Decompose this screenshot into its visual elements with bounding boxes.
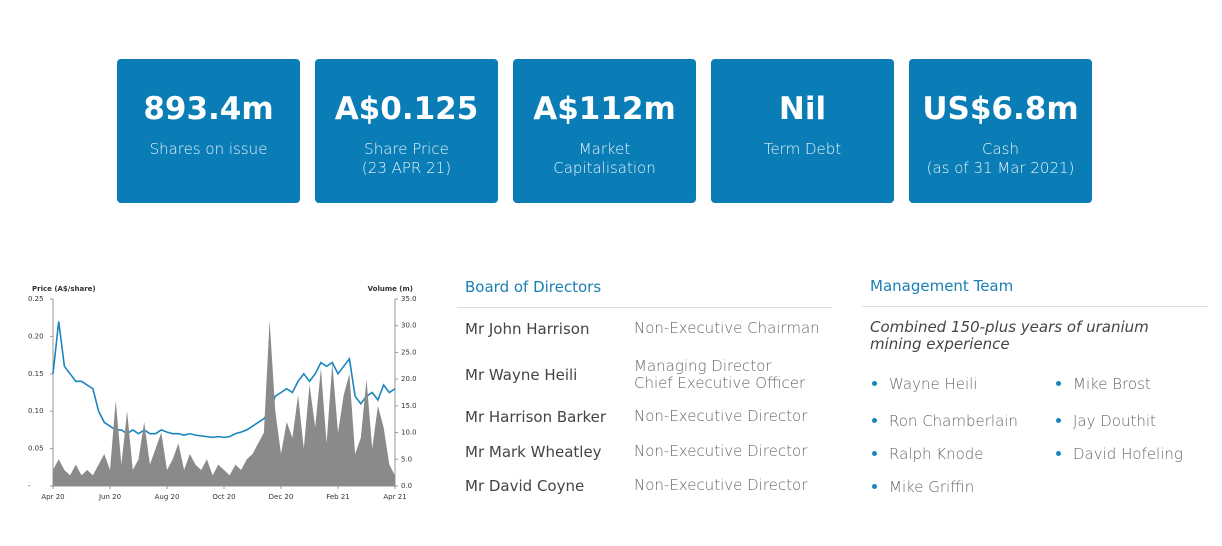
volume-area bbox=[53, 320, 395, 486]
member-name: Mr Mark Wheatley bbox=[465, 443, 602, 461]
member-role: Chief Executive Officer bbox=[634, 373, 806, 392]
x-tick-label: Feb 21 bbox=[326, 493, 350, 501]
bullet bbox=[1056, 418, 1061, 423]
divider bbox=[862, 306, 1208, 307]
member-role: Managing Director bbox=[634, 356, 772, 375]
y2-tick-label: 30.0 bbox=[401, 322, 416, 330]
stat-label: Capitalisation bbox=[553, 159, 656, 177]
y-tick-label: 0.25 bbox=[28, 295, 44, 303]
member-name: Mr John Harrison bbox=[465, 320, 590, 338]
management-title: Management Team bbox=[870, 277, 1014, 295]
stat-value: US$6.8m bbox=[922, 91, 1079, 127]
price-line bbox=[52, 321, 396, 439]
y2-tick-label: 35.0 bbox=[401, 295, 416, 303]
stat-card: A$112m Market Capitalisation bbox=[513, 59, 696, 203]
stat-card: Nil Term Debt bbox=[711, 59, 894, 203]
stat-value: A$112m bbox=[533, 91, 676, 127]
member-name: Mr David Coyne bbox=[465, 477, 585, 495]
y-axis-title: Price (A$/share) bbox=[32, 285, 96, 293]
y2-tick-label: 0.0 bbox=[401, 482, 412, 490]
member-name: Mr Harrison Barker bbox=[465, 408, 607, 426]
team-member: Mike Griffin bbox=[889, 478, 975, 496]
board-title: Board of Directors bbox=[465, 278, 602, 296]
team-member: Jay Douthit bbox=[1073, 412, 1156, 430]
stat-value: Nil bbox=[778, 91, 827, 127]
management-subtitle: Combined 150-plus years of uranium minin… bbox=[870, 318, 1149, 353]
x-tick-label: Apr 21 bbox=[383, 493, 406, 501]
divider bbox=[457, 307, 832, 308]
stat-value: A$0.125 bbox=[334, 91, 479, 127]
y-tick-label: 0.05 bbox=[28, 445, 44, 453]
team-member: Wayne Heili bbox=[889, 375, 978, 393]
y2-tick-label: 15.0 bbox=[401, 402, 416, 410]
y2-tick-label: 5.0 bbox=[401, 455, 412, 463]
team-member: Ron Chamberlain bbox=[889, 412, 1018, 430]
stat-label: Cash bbox=[982, 140, 1019, 158]
member-role: Non-Executive Chairman bbox=[634, 319, 820, 337]
stat-card: 893.4m Shares on issue bbox=[117, 59, 300, 203]
stat-label: Share Price bbox=[364, 140, 449, 158]
member-role: Non-Executive Director bbox=[634, 442, 808, 460]
stat-label: Term Debt bbox=[763, 140, 842, 158]
x-tick-label: Dec 20 bbox=[269, 493, 294, 501]
y2-tick-label: 10.0 bbox=[401, 429, 416, 437]
stat-card: A$0.125 Share Price (23 APR 21) bbox=[315, 59, 498, 203]
stat-label: (23 APR 21) bbox=[361, 159, 452, 177]
stat-label: Shares on issue bbox=[149, 140, 268, 158]
y2-axis-title: Volume (m) bbox=[368, 285, 413, 293]
stat-card: US$6.8m Cash (as of 31 Mar 2021) bbox=[909, 59, 1092, 203]
team-member: David Hofeling bbox=[1073, 445, 1183, 463]
bullet bbox=[872, 484, 877, 489]
bullet bbox=[1056, 381, 1061, 386]
y-tick-label: - bbox=[28, 482, 31, 490]
team-member: Ralph Knode bbox=[889, 445, 984, 463]
x-tick-label: Jun 20 bbox=[98, 493, 121, 501]
x-tick-label: Apr 20 bbox=[41, 493, 64, 501]
member-name: Mr Wayne Heili bbox=[465, 366, 578, 384]
team-member: Mike Brost bbox=[1073, 375, 1151, 393]
bullet bbox=[872, 418, 877, 423]
y2-tick-label: 25.0 bbox=[401, 348, 416, 356]
y-tick-label: 0.20 bbox=[28, 332, 44, 340]
member-role: Non-Executive Director bbox=[634, 476, 808, 494]
stat-label: Market bbox=[578, 140, 631, 158]
stat-label: (as of 31 Mar 2021) bbox=[926, 159, 1075, 177]
bullet bbox=[1056, 451, 1061, 456]
member-role: Non-Executive Director bbox=[634, 407, 808, 425]
bullet bbox=[872, 451, 877, 456]
y2-tick-label: 20.0 bbox=[401, 375, 416, 383]
stat-value: 893.4m bbox=[143, 91, 274, 127]
x-tick-label: Oct 20 bbox=[212, 493, 235, 501]
bullet bbox=[872, 381, 877, 386]
y-tick-label: 0.15 bbox=[28, 370, 44, 378]
chart: Price (A$/share) Volume (m) - 0.05 0.10 0.1… bbox=[23, 279, 416, 520]
x-tick-label: Aug 20 bbox=[155, 493, 180, 501]
y-tick-label: 0.10 bbox=[28, 407, 44, 415]
